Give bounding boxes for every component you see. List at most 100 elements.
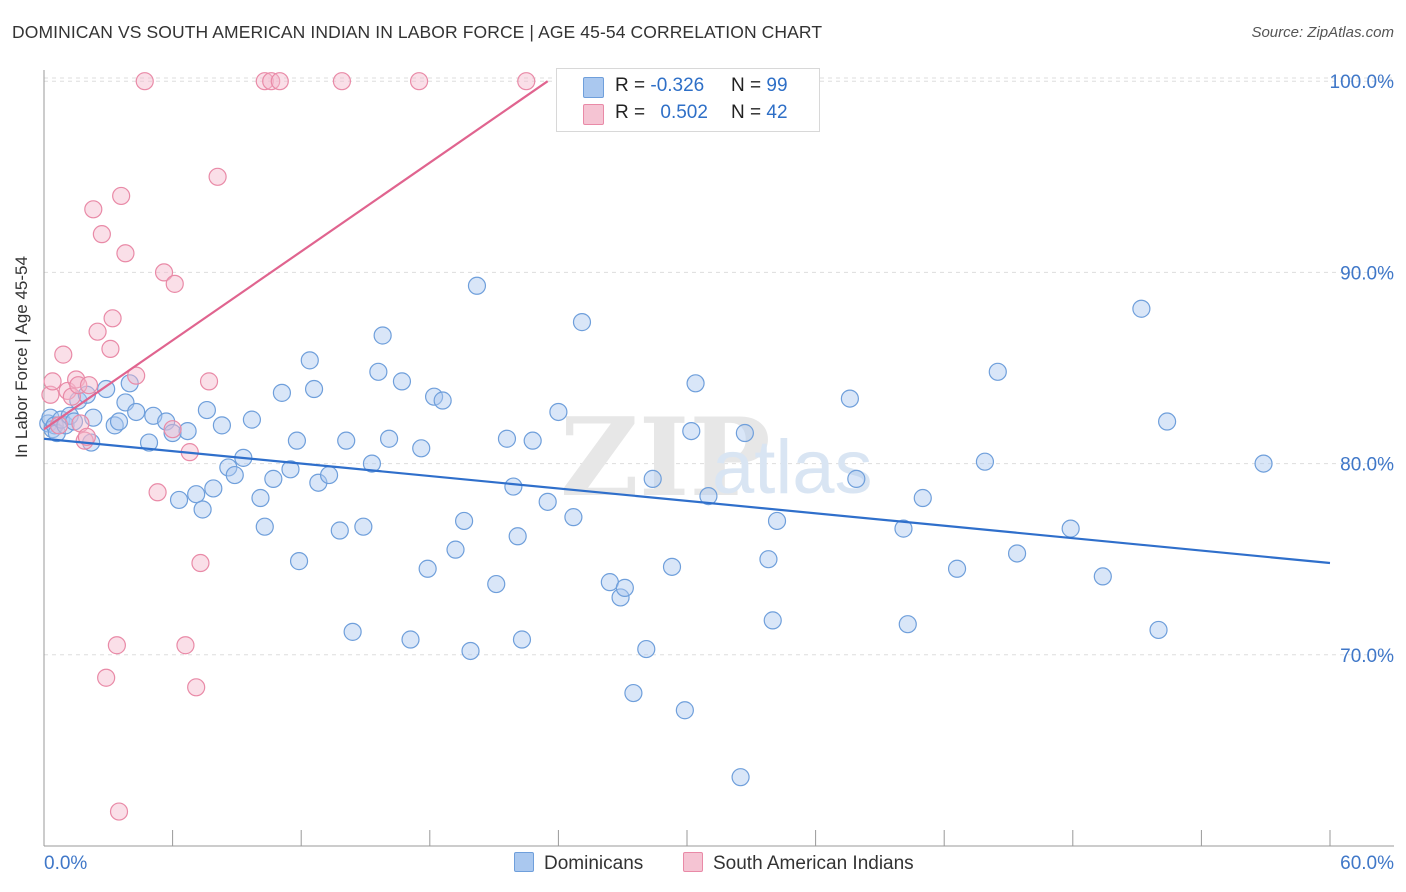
south-american-indians-trend-line [43,80,549,431]
data-point [225,465,244,485]
y-tick-label: 70.0% [1340,646,1394,667]
data-point [54,345,73,364]
data-point [165,274,184,293]
data-point [199,372,219,391]
legend-r: R = -0.326 [615,75,705,96]
data-point [208,167,227,186]
data-point [564,508,583,527]
data-point [686,374,705,393]
data-point [898,615,917,634]
data-point [572,313,592,332]
data-point [508,527,527,546]
correlation-legend: R = -0.326 N = 99 R = 0.502 N = 42 [556,68,820,132]
legend-n: N = 42 [731,102,788,123]
data-point [497,429,517,448]
y-tick-label: 80.0% [1340,455,1394,476]
data-point [77,427,96,446]
data-point [662,557,682,576]
data-point [975,452,995,471]
data-point [97,379,116,399]
data-point [1254,454,1273,473]
data-point [523,431,542,450]
data-point [643,469,662,488]
x-ticks [43,830,1331,846]
data-point [270,72,289,91]
data-point [615,578,634,597]
data-point [504,477,523,496]
data-point [193,500,212,519]
data-point [538,492,557,511]
data-point [624,683,643,703]
data-point [735,423,754,443]
data-point [418,559,437,578]
legend-item-south-american-indians: South American Indians [683,852,914,875]
legend-r: R = 0.502 [615,102,708,123]
data-point [487,574,506,594]
data-point [467,276,487,295]
data-point [988,362,1007,381]
data-point [461,641,480,661]
data-point [176,636,195,655]
data-point [251,488,270,508]
data-point [187,678,206,697]
data-point [101,339,120,358]
data-point [343,622,362,641]
data-point [107,636,126,655]
data-point [154,263,174,282]
data-point [97,668,116,687]
data-point [369,362,388,381]
x-tick-label-max: 60.0% [1340,853,1394,874]
legend-swatch-pink [683,852,703,872]
data-point [433,391,452,410]
data-point [840,389,859,408]
data-point [373,326,392,345]
legend-swatch-blue [514,852,534,872]
data-point [330,521,349,540]
data-point [332,72,352,91]
data-point [379,429,399,448]
data-point [767,511,787,531]
data-point [92,225,111,244]
data-point [69,376,88,395]
data-point [512,630,532,649]
data-point [637,639,656,659]
data-point [139,433,159,452]
data-point [894,519,913,538]
data-point [178,421,197,441]
data-point [281,460,300,479]
data-point [109,412,129,431]
trend-lines [43,80,1331,565]
y-tick-labels: 70.0% 80.0% 90.0% 100.0% [1330,72,1395,667]
data-point [191,553,210,573]
watermark-atlas: atlas [712,425,873,510]
data-point [1061,519,1080,538]
data-point [84,200,103,219]
legend-n: N = 99 [731,75,788,96]
data-point [197,400,216,420]
data-point [287,431,307,450]
y-tick-label: 100.0% [1330,72,1395,93]
data-point [682,421,701,441]
data-point [289,552,309,571]
data-point [103,309,122,328]
data-point [272,383,292,402]
data-point [611,588,630,607]
data-point [43,372,62,391]
data-point [64,412,84,431]
data-point [212,416,231,435]
data-point [255,517,274,536]
data-point [127,366,146,385]
dominicans-trend-line [43,437,1331,565]
watermark-zip: ZIP [560,395,771,521]
legend-swatch-pink [583,104,604,125]
data-point [947,559,967,578]
data-point [392,372,412,391]
data-point [62,387,81,406]
data-point [242,410,262,429]
data-point [424,387,444,406]
data-point [731,768,750,787]
chart-title: DOMINICAN VS SOUTH AMERICAN INDIAN IN LA… [12,22,823,42]
data-point [362,454,382,473]
data-point [264,469,283,488]
